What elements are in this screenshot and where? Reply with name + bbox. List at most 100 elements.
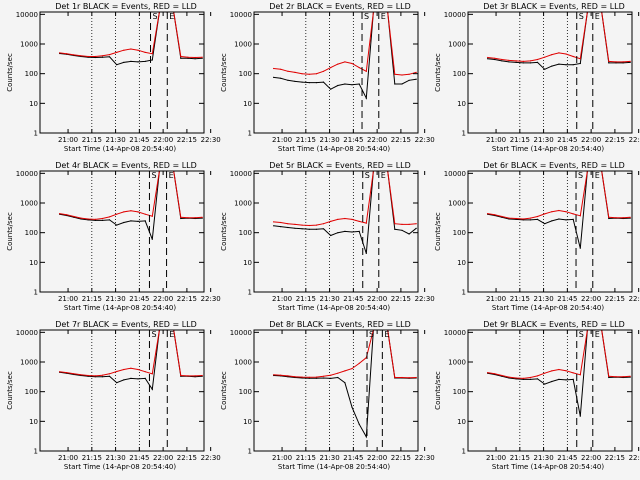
lld-point: [522, 218, 524, 220]
x-tick-label: 22:30: [415, 295, 435, 303]
events-point: [330, 377, 332, 379]
events-point: [344, 230, 346, 232]
events-point: [558, 63, 560, 65]
lld-point: [322, 375, 325, 377]
x-tick-label: 21:30: [105, 454, 125, 462]
lld-point: [629, 375, 631, 377]
lld-point: [322, 223, 325, 225]
events-point: [394, 228, 396, 230]
y-axis-label: Counts/sec: [6, 371, 14, 410]
x-tick-label: 21:15: [510, 295, 530, 303]
x-tick-label: 21:30: [533, 454, 553, 462]
events-point: [201, 57, 203, 59]
lld-point: [579, 58, 581, 60]
events-point: [551, 380, 553, 383]
lld-point: [629, 60, 631, 63]
lld-point: [529, 60, 532, 62]
x-tick-label: 21:30: [319, 454, 339, 462]
marker-label-s: S: [365, 171, 370, 180]
events-point: [116, 224, 118, 226]
events-point: [487, 58, 489, 60]
events-point: [273, 225, 275, 227]
x-axis-label: Start Time (14-Apr-08 20:54:40): [64, 145, 176, 153]
y-tick-label: 10000: [230, 329, 252, 337]
lld-point: [358, 67, 360, 69]
x-tick-label: 22:30: [629, 454, 640, 462]
lld-point: [273, 221, 275, 223]
lld-point: [151, 53, 153, 55]
y-axis-label: Counts/sec: [6, 53, 14, 92]
x-tick-label: 21:45: [343, 136, 363, 144]
lld-point: [565, 370, 567, 372]
y-tick-label: 10: [243, 259, 252, 267]
x-tick-label: 21:00: [486, 454, 506, 462]
events-point: [365, 436, 367, 438]
lld-point: [529, 217, 532, 219]
lld-point: [130, 367, 132, 369]
y-tick-label: 10: [29, 259, 38, 267]
y-axis-label: Counts/sec: [220, 212, 228, 251]
lld-point: [201, 56, 203, 58]
x-axis-label: Start Time (14-Apr-08 20:54:40): [492, 145, 604, 153]
lld-point: [101, 55, 103, 57]
events-point: [544, 383, 546, 385]
y-tick-label: 1000: [20, 200, 38, 208]
series-group: [59, 12, 203, 66]
y-tick-label: 100: [453, 70, 466, 78]
events-point: [565, 219, 567, 221]
events-point: [322, 228, 325, 230]
events-point: [415, 227, 417, 229]
events-point: [351, 231, 353, 233]
events-point: [551, 220, 553, 222]
lld-point: [116, 213, 118, 215]
y-tick-label: 100: [25, 70, 38, 78]
lld-point: [551, 370, 553, 372]
events-point: [87, 219, 89, 221]
marker-label-e: E: [169, 171, 174, 180]
events-point: [123, 379, 125, 381]
y-tick-label: 1: [462, 130, 466, 138]
lld-point: [572, 55, 574, 58]
lld-point: [108, 54, 111, 56]
lld-point: [80, 374, 82, 376]
lld-point: [615, 217, 617, 219]
lld-point: [508, 376, 510, 378]
lld-point: [608, 216, 610, 218]
marker-label-e: E: [169, 12, 174, 21]
lld-point: [59, 52, 61, 54]
plot-frame: [39, 11, 205, 134]
events-point: [622, 62, 624, 64]
events-point: [529, 378, 532, 380]
y-tick-label: 10000: [444, 329, 466, 337]
lld-point: [401, 223, 403, 225]
lld-point: [201, 374, 203, 377]
lld-point: [301, 224, 303, 226]
x-tick-label: 22:15: [605, 454, 625, 462]
lld-point: [494, 57, 496, 59]
events-point: [280, 226, 282, 228]
series-group: [59, 171, 203, 240]
events-point: [180, 217, 182, 220]
events-point: [572, 64, 574, 66]
events-point: [308, 377, 310, 379]
y-tick-label: 1000: [20, 41, 38, 49]
x-tick-label: 22:15: [605, 136, 625, 144]
x-axis-label: Start Time (14-Apr-08 20:54:40): [278, 145, 390, 153]
events-point: [508, 218, 510, 220]
lld-point: [273, 67, 275, 70]
events-point: [137, 61, 139, 63]
y-tick-label: 1000: [234, 359, 252, 367]
events-point: [315, 377, 317, 379]
plot-frame: [39, 329, 205, 452]
events-point: [629, 61, 631, 64]
lld-point: [622, 376, 624, 378]
events-point: [408, 79, 410, 81]
lld-point: [94, 218, 96, 220]
lld-point: [415, 376, 417, 379]
panel-title: Det 8r BLACK = Events, RED = LLD: [269, 320, 411, 329]
